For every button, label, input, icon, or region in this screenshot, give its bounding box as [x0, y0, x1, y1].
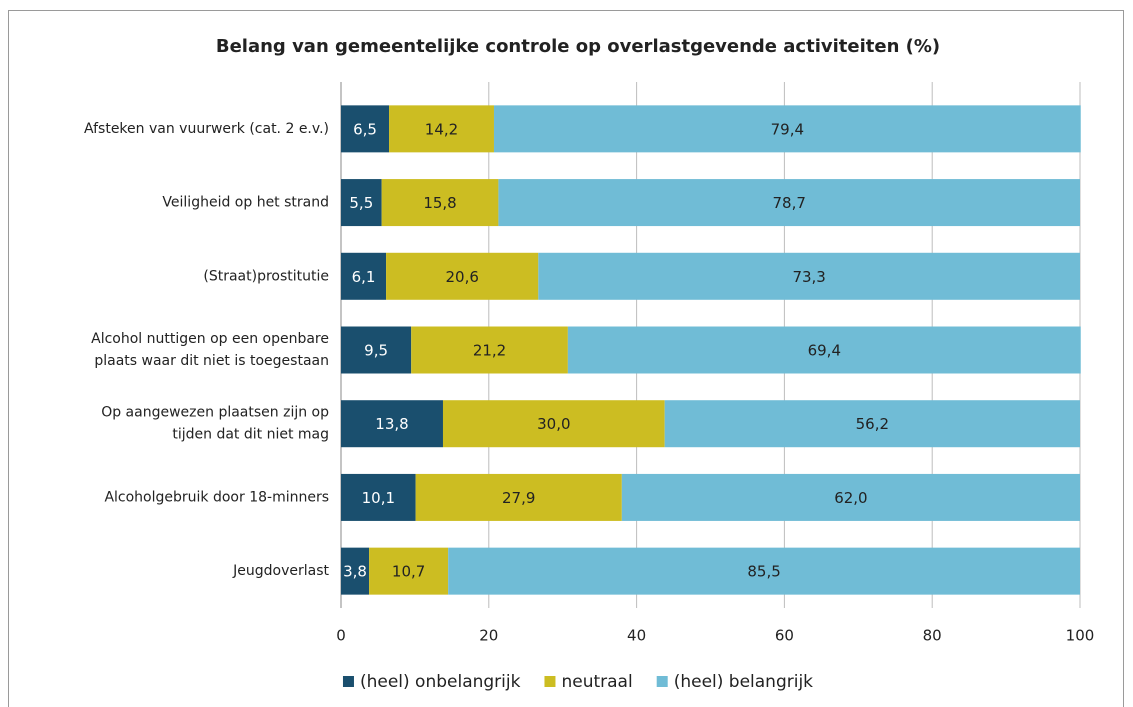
y-tick-label: Op aangewezen plaatsen zijn op tijden dat… [101, 405, 329, 443]
label-line: Alcohol nuttigen op een openbare [91, 331, 329, 347]
bar-segment [567, 326, 1081, 374]
data-label: 78,7 [773, 194, 806, 212]
label-line: Alcoholgebruik door 18-minners [104, 489, 329, 505]
data-label: 5,5 [349, 194, 373, 212]
legend-swatch [342, 676, 354, 687]
bar-segment [341, 400, 443, 448]
label-line: Veiligheid op het strand [162, 195, 329, 211]
data-label: 56,2 [856, 415, 889, 433]
data-label: 21,2 [473, 342, 506, 360]
label-line: Afsteken van vuurwerk (cat. 2 e.v.) [84, 121, 329, 137]
bar-segment [538, 252, 1080, 300]
legend-label: neutraal [561, 672, 632, 692]
x-tick-label: 20 [479, 627, 498, 645]
bar-segment [341, 547, 370, 595]
data-label: 27,9 [502, 489, 535, 507]
y-tick-label: Alcoholgebruik door 18-minners [104, 489, 329, 505]
data-label: 6,5 [353, 120, 377, 138]
y-tick-label: (Straat)prostitutie [203, 268, 329, 284]
x-tick-label: 80 [923, 627, 942, 645]
bar-segment [442, 400, 665, 448]
data-label: 15,8 [423, 194, 456, 212]
bar-segment [415, 473, 622, 521]
x-tick-label: 100 [1066, 627, 1095, 645]
x-tick-label: 0 [336, 627, 346, 645]
data-label: 73,3 [792, 268, 825, 286]
label-line: Op aangewezen plaatsen zijn op [101, 405, 329, 421]
bar-segment [341, 179, 382, 227]
label-line: plaats waar dit niet is toegestaan [94, 353, 329, 369]
data-label: 10,1 [362, 489, 395, 507]
x-tick-label: 60 [775, 627, 794, 645]
legend-item: (heel) belangrijk [656, 672, 813, 692]
label-line: tijden dat dit niet mag [172, 427, 329, 443]
bar-segment [498, 179, 1081, 227]
legend-label: (heel) onbelangrijk [360, 672, 521, 692]
label-line: Jeugdoverlast [232, 563, 329, 579]
bar-segment [448, 547, 1080, 595]
bar-segment [369, 547, 449, 595]
y-tick-label: Afsteken van vuurwerk (cat. 2 e.v.) [84, 121, 329, 137]
bar-segment [621, 473, 1080, 521]
data-label: 10,7 [392, 563, 425, 581]
data-label: 13,8 [375, 415, 408, 433]
bar-segment [386, 252, 539, 300]
data-label: 6,1 [352, 268, 376, 286]
data-label: 3,8 [343, 563, 367, 581]
label-line: (Straat)prostitutie [203, 268, 329, 284]
data-label: 9,5 [364, 342, 388, 360]
legend-swatch [544, 676, 556, 687]
data-label: 79,4 [771, 120, 804, 138]
bar-segment [341, 252, 387, 300]
legend-item: neutraal [544, 672, 633, 692]
data-label: 85,5 [747, 563, 780, 581]
bar-segment [493, 105, 1081, 153]
legend-label: (heel) belangrijk [674, 672, 813, 692]
data-label: 30,0 [537, 415, 570, 433]
data-label: 69,4 [808, 342, 841, 360]
bar-segment [664, 400, 1080, 448]
data-label: 62,0 [834, 489, 867, 507]
y-tick-label: Jeugdoverlast [232, 563, 329, 579]
bar-segment [341, 326, 412, 374]
data-label: 20,6 [445, 268, 478, 286]
bar-segment [411, 326, 568, 374]
bar-segment [389, 105, 494, 153]
legend-item: (heel) onbelangrijk [342, 672, 521, 692]
y-tick-label: Veiligheid op het strand [162, 195, 329, 211]
bar-segment [341, 105, 390, 153]
bar-segment [341, 473, 416, 521]
x-tick-label: 40 [627, 627, 646, 645]
chart-title: Belang van gemeentelijke controle op ove… [216, 36, 940, 57]
data-label: 14,2 [425, 120, 458, 138]
legend-swatch [656, 676, 668, 687]
bar-segment [381, 179, 499, 227]
y-tick-label: Alcohol nuttigen op een openbare plaats w… [91, 331, 329, 369]
